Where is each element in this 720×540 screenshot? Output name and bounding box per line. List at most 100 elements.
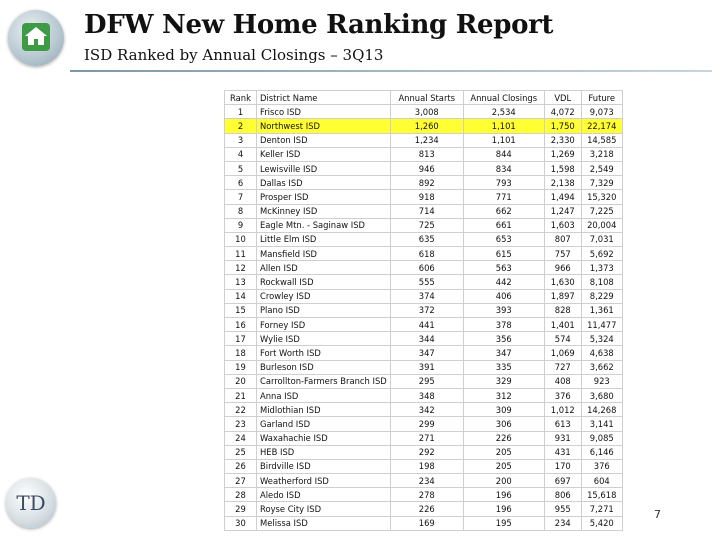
cell-vdl: 1,247: [543, 203, 582, 219]
cell-rank: 27: [224, 473, 257, 489]
cell-rank: 29: [224, 501, 257, 517]
cell-future: 14,585: [580, 132, 623, 148]
cell-district: Crowley ISD: [256, 288, 391, 304]
cell-vdl: 613: [543, 416, 582, 432]
table-row: 11 Mansfield ISD 618 615 757 5,692: [224, 246, 623, 262]
cell-closings: 442: [462, 274, 545, 290]
table-row: 12 Allen ISD 606 563 966 1,373: [224, 260, 623, 276]
table-row: 28 Aledo ISD 278 196 806 15,618: [224, 487, 623, 503]
cell-rank: 16: [224, 316, 257, 333]
cell-vdl: 170: [543, 458, 582, 475]
cell-district: Dallas ISD: [256, 175, 391, 191]
cell-starts: 295: [389, 373, 464, 389]
house-glyph-icon: [25, 27, 47, 45]
table-row: 24 Waxahachie ISD 271 226 931 9,085: [224, 430, 623, 446]
cell-future: 3,680: [580, 387, 623, 404]
cell-starts: 169: [389, 515, 464, 531]
cell-rank: 1: [224, 104, 257, 120]
cell-closings: 306: [462, 416, 545, 432]
cell-closings: 200: [462, 473, 545, 489]
cell-starts: 618: [389, 246, 464, 262]
cell-vdl: 574: [543, 331, 582, 347]
cell-district: Little Elm ISD: [256, 231, 391, 248]
table-row: 27 Weatherford ISD 234 200 697 604: [224, 473, 623, 489]
cell-district: Allen ISD: [256, 260, 391, 276]
cell-future: 15,618: [580, 487, 623, 503]
cell-rank: 12: [224, 260, 257, 276]
cell-closings: 312: [462, 387, 545, 404]
cell-vdl: 431: [543, 444, 582, 460]
col-header-district: District Name: [256, 89, 391, 106]
cell-closings: 653: [462, 231, 545, 248]
cell-closings: 2,534: [462, 104, 545, 120]
cell-future: 7,329: [580, 175, 623, 191]
cell-starts: 813: [389, 146, 464, 162]
cell-vdl: 376: [543, 387, 582, 404]
cell-district: Denton ISD: [256, 132, 391, 148]
cell-district: McKinney ISD: [256, 203, 391, 219]
cell-closings: 661: [462, 217, 545, 233]
cell-vdl: 2,330: [543, 132, 582, 148]
cell-starts: 391: [389, 359, 464, 375]
cell-rank: 5: [224, 160, 257, 177]
table-row: 15 Plano ISD 372 393 828 1,361: [224, 302, 623, 319]
cell-closings: 1,101: [462, 132, 545, 148]
cell-starts: 226: [389, 501, 464, 517]
cell-closings: 196: [462, 501, 545, 517]
cell-rank: 8: [224, 203, 257, 219]
cell-future: 14,268: [580, 402, 623, 418]
cell-rank: 23: [224, 416, 257, 432]
cell-future: 1,373: [580, 260, 623, 276]
cell-closings: 226: [462, 430, 545, 446]
cell-future: 3,141: [580, 416, 623, 432]
page-title: DFW New Home Ranking Report: [84, 10, 554, 40]
cell-starts: 372: [389, 302, 464, 319]
cell-vdl: 828: [543, 302, 582, 319]
cell-rank: 17: [224, 331, 257, 347]
cell-rank: 24: [224, 430, 257, 446]
cell-starts: 892: [389, 175, 464, 191]
table-row: 19 Burleson ISD 391 335 727 3,662: [224, 359, 623, 375]
table-row: 1 Frisco ISD 3,008 2,534 4,072 9,073: [224, 104, 623, 120]
cell-district: Garland ISD: [256, 416, 391, 432]
table-row: 6 Dallas ISD 892 793 2,138 7,329: [224, 175, 623, 191]
cell-closings: 1,101: [462, 118, 545, 134]
cell-district: Weatherford ISD: [256, 473, 391, 489]
cell-rank: 14: [224, 288, 257, 304]
cell-starts: 946: [389, 160, 464, 177]
cell-district: Birdville ISD: [256, 458, 391, 475]
cell-future: 15,320: [580, 189, 623, 205]
cell-vdl: 1,069: [543, 345, 582, 361]
cell-vdl: 2,138: [543, 175, 582, 191]
cell-vdl: 4,072: [543, 104, 582, 120]
cell-closings: 205: [462, 444, 545, 460]
cell-district: Plano ISD: [256, 302, 391, 319]
page-number: 7: [654, 508, 661, 521]
cell-district: Northwest ISD: [256, 118, 391, 134]
cell-starts: 292: [389, 444, 464, 460]
cell-rank: 28: [224, 487, 257, 503]
col-header-vdl: VDL: [543, 89, 582, 106]
cell-future: 7,031: [580, 231, 623, 248]
cell-district: Waxahachie ISD: [256, 430, 391, 446]
cell-starts: 1,260: [389, 118, 464, 134]
cell-future: 604: [580, 473, 623, 489]
cell-starts: 299: [389, 416, 464, 432]
cell-starts: 725: [389, 217, 464, 233]
cell-starts: 1,234: [389, 132, 464, 148]
table-row: 20 Carrollton-Farmers Branch ISD 295 329 408…: [224, 373, 623, 389]
cell-future: 5,324: [580, 331, 623, 347]
cell-future: 5,420: [580, 515, 623, 531]
cell-starts: 441: [389, 316, 464, 333]
cell-vdl: 955: [543, 501, 582, 517]
cell-future: 6,146: [580, 444, 623, 460]
cell-future: 5,692: [580, 246, 623, 262]
cell-rank: 13: [224, 274, 257, 290]
cell-future: 3,662: [580, 359, 623, 375]
table-row: 13 Rockwall ISD 555 442 1,630 8,108: [224, 274, 623, 290]
cell-vdl: 1,897: [543, 288, 582, 304]
cell-district: Prosper ISD: [256, 189, 391, 205]
cell-vdl: 1,401: [543, 316, 582, 333]
house-logo-icon: [8, 10, 64, 66]
cell-closings: 406: [462, 288, 545, 304]
